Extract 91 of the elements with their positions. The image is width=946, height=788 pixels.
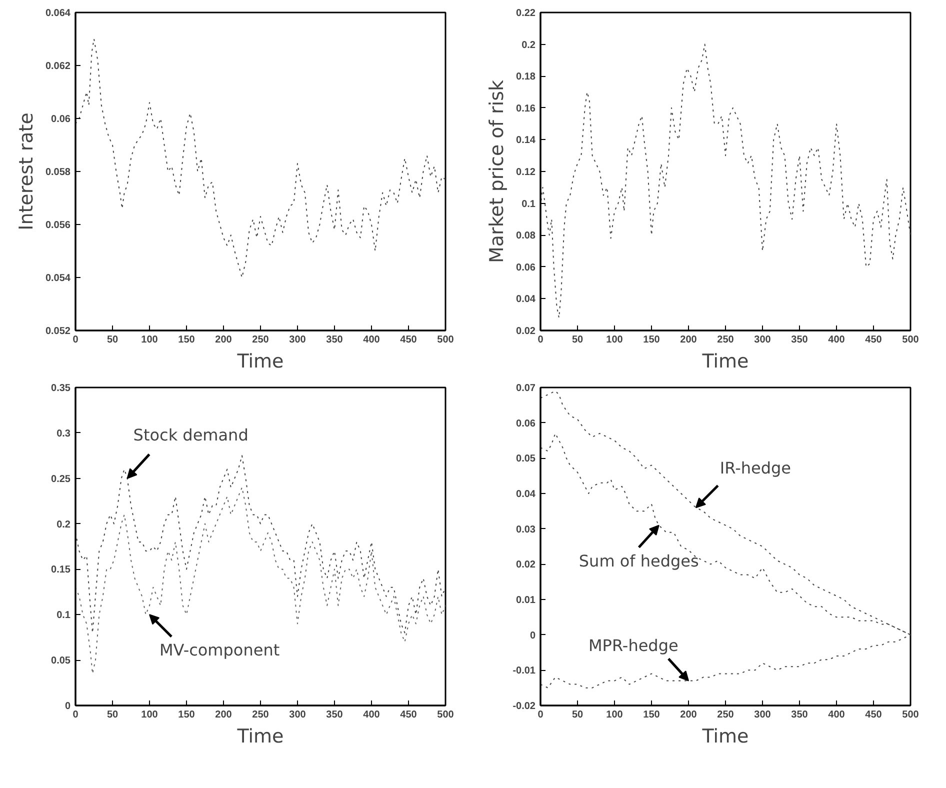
y-tick-label: 0.06 [516, 262, 536, 274]
y-tick-label: 0 [64, 701, 71, 712]
x-axis-title: Time [236, 726, 284, 748]
x-tick-label: 350 [326, 710, 344, 720]
y-axis-title: Interest rate [15, 112, 38, 230]
y-tick-label: 0.054 [45, 273, 71, 284]
y-tick-label: 0.02 [516, 326, 536, 337]
y-tick-label: 0.08 [516, 230, 536, 242]
x-tick-label: 350 [326, 334, 344, 346]
x-tick-label: 500 [902, 710, 920, 720]
y-tick-label: 0.05 [516, 454, 536, 465]
y-tick-label: 0.062 [45, 61, 71, 72]
y-tick-label: 0.04 [516, 489, 536, 500]
y-tick-label: 0.05 [51, 656, 71, 667]
y-tick-label: 0.06 [51, 114, 71, 125]
y-tick-label: 0.07 [516, 383, 536, 394]
x-tick-label: 350 [791, 334, 808, 346]
x-tick-label: 100 [141, 334, 158, 346]
y-tick-label: 0.35 [51, 383, 71, 394]
x-tick-label: 0 [72, 334, 79, 346]
y-tick-label: 0.14 [516, 135, 536, 146]
y-tick-label: 0.064 [45, 8, 71, 19]
x-tick-label: 200 [215, 334, 232, 346]
y-tick-label: 0.16 [516, 103, 536, 114]
x-tick-label: 100 [606, 710, 624, 720]
x-axis-title: Time [701, 726, 749, 748]
y-tick-label: 0.04 [516, 294, 536, 306]
x-tick-label: 150 [643, 334, 660, 346]
x-tick-label: 150 [643, 710, 660, 720]
y-tick-label: 0.03 [516, 524, 536, 536]
y-tick-label: 0.1 [56, 610, 71, 622]
y-tick-label: 0.12 [516, 167, 536, 178]
y-tick-label: 0.3 [56, 428, 71, 440]
x-tick-label: 300 [754, 334, 772, 346]
y-tick-label: 0.06 [516, 418, 536, 430]
annotation: MPR-hedge [588, 636, 678, 655]
x-tick-label: 50 [106, 334, 118, 346]
annotation: MV-component [160, 640, 280, 660]
x-tick-label: 50 [572, 710, 584, 720]
y-tick-label: 0.2 [56, 519, 71, 530]
x-tick-label: 400 [363, 334, 380, 346]
x-tick-label: 300 [754, 710, 772, 720]
x-axis-title: Time [236, 350, 284, 372]
x-tick-label: 300 [289, 334, 306, 346]
x-tick-label: 450 [865, 334, 882, 346]
x-tick-label: 250 [252, 710, 270, 720]
x-tick-label: 400 [828, 710, 846, 720]
x-tick-label: 150 [178, 334, 196, 346]
x-tick-label: 350 [791, 710, 808, 720]
y-tick-label: 0.25 [51, 474, 71, 485]
x-tick-label: 250 [717, 710, 734, 720]
annotation: IR-hedge [720, 458, 792, 478]
y-tick-label: 0.22 [516, 8, 536, 19]
x-tick-label: 500 [902, 334, 920, 346]
x-tick-label: 450 [400, 334, 418, 346]
annotation: Sum of hedges [578, 551, 699, 570]
x-axis-title: Time [701, 350, 749, 372]
y-tick-label: 0.2 [522, 40, 536, 51]
x-tick-label: 450 [865, 710, 882, 720]
x-tick-label: 200 [680, 334, 698, 346]
x-tick-label: 50 [572, 334, 584, 346]
x-tick-label: 400 [363, 710, 380, 720]
x-tick-label: 450 [400, 710, 418, 720]
x-tick-label: 0 [72, 710, 79, 720]
y-tick-label: 0.058 [45, 167, 71, 178]
x-tick-label: 0 [538, 334, 544, 346]
x-tick-label: 150 [178, 710, 196, 720]
y-tick-label: 0 [530, 630, 536, 642]
y-tick-label: 0.01 [516, 595, 536, 606]
x-tick-label: 250 [252, 334, 270, 346]
y-tick-label: 0.056 [45, 220, 71, 231]
y-tick-label: -0.01 [512, 666, 536, 677]
y-tick-label: 0.1 [522, 198, 536, 210]
x-tick-label: 200 [215, 710, 232, 720]
y-tick-label: -0.02 [512, 701, 536, 712]
y-tick-label: 0.15 [51, 564, 71, 576]
x-tick-label: 100 [141, 710, 158, 720]
x-tick-label: 500 [437, 334, 454, 346]
x-tick-label: 0 [538, 710, 544, 720]
y-tick-label: 0.18 [516, 72, 536, 83]
x-tick-label: 200 [680, 710, 698, 720]
y-tick-label: 0.052 [45, 326, 71, 337]
x-tick-label: 400 [828, 334, 846, 346]
x-tick-label: 250 [717, 334, 734, 346]
x-tick-label: 300 [289, 710, 306, 720]
annotation: Stock demand [133, 425, 248, 444]
x-tick-label: 500 [437, 710, 454, 720]
y-tick-label: 0.02 [516, 560, 536, 571]
x-tick-label: 50 [106, 710, 118, 720]
x-tick-label: 100 [606, 334, 624, 346]
y-axis-title: Market price of risk [486, 80, 508, 264]
